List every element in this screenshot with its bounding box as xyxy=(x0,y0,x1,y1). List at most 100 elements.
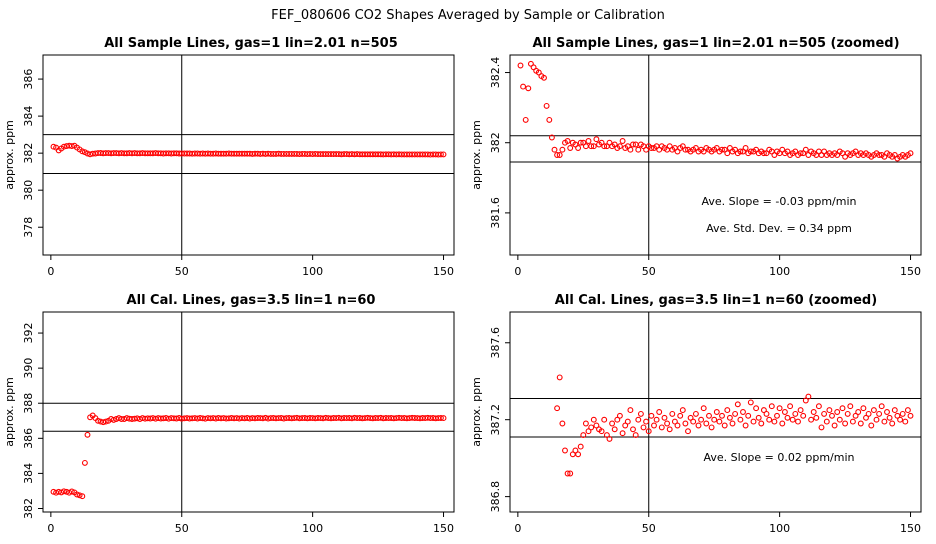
y-tick-label: 382.4 xyxy=(489,57,502,89)
data-point xyxy=(747,399,754,406)
data-point xyxy=(598,428,605,435)
data-point xyxy=(102,418,109,425)
data-point xyxy=(556,152,563,158)
x-tick-label: 150 xyxy=(900,522,921,535)
data-point xyxy=(703,420,710,427)
plot-area: 0 50 100 150 381.6 382 382.4 xyxy=(489,54,922,278)
data-point xyxy=(724,407,731,414)
data-point xyxy=(118,416,125,422)
data-point xyxy=(50,143,57,150)
data-point xyxy=(690,418,697,425)
data-point xyxy=(556,374,563,381)
data-point xyxy=(789,416,796,423)
data-series xyxy=(50,142,447,158)
panel-title: All Sample Lines, gas=1 lin=2.01 n=505 xyxy=(104,36,398,51)
data-point xyxy=(564,138,571,144)
x-tick-label: 0 xyxy=(47,522,54,535)
data-point xyxy=(839,405,846,412)
data-point xyxy=(740,409,746,415)
data-point xyxy=(95,417,101,424)
y-tick-label: 384 xyxy=(22,106,35,127)
data-point xyxy=(865,410,872,417)
data-point xyxy=(844,410,851,417)
data-point xyxy=(781,409,788,415)
data-point xyxy=(76,492,83,499)
data-point xyxy=(870,407,877,414)
data-point xyxy=(876,410,883,417)
data-point xyxy=(677,412,684,419)
data-point xyxy=(808,416,815,423)
data-point xyxy=(611,426,618,433)
data-point xyxy=(666,426,673,433)
data-point xyxy=(648,145,655,151)
y-tick-label: 392 xyxy=(22,323,35,344)
data-point xyxy=(68,143,75,150)
data-point xyxy=(692,410,699,417)
data-point xyxy=(821,410,828,417)
data-point xyxy=(87,151,94,158)
data-point xyxy=(541,74,547,81)
annotation-std-dev: Ave. Std. Dev. = 0.34 ppm xyxy=(706,222,852,235)
data-point xyxy=(79,148,86,155)
data-point xyxy=(577,139,584,146)
data-point xyxy=(593,136,600,143)
y-tick-label: 386.8 xyxy=(489,481,502,512)
data-point xyxy=(674,422,681,429)
data-point xyxy=(585,138,592,144)
x-tick-label: 50 xyxy=(642,522,656,535)
x-tick-label: 0 xyxy=(47,265,54,278)
x-tick-label: 150 xyxy=(433,522,454,535)
panel-cal-lines-zoomed: All Cal. Lines, gas=3.5 lin=1 n=60 (zoom… xyxy=(470,293,922,535)
y-tick-label: 390 xyxy=(22,358,35,379)
data-point xyxy=(575,451,582,458)
data-point xyxy=(651,422,657,429)
annotation-slope: Ave. Slope = 0.02 ppm/min xyxy=(704,451,855,464)
data-point xyxy=(907,150,914,157)
data-point xyxy=(878,403,885,410)
data-point xyxy=(559,146,566,153)
data-point xyxy=(562,447,568,454)
data-point xyxy=(554,405,561,412)
data-point xyxy=(68,488,75,495)
data-point xyxy=(907,412,914,419)
y-tick-label: 382 xyxy=(489,132,502,153)
data-point xyxy=(745,412,752,419)
data-point xyxy=(84,431,91,438)
data-point xyxy=(876,152,883,158)
data-point xyxy=(640,424,647,431)
data-point xyxy=(115,415,122,422)
data-point xyxy=(763,410,770,417)
panel-cal-lines: All Cal. Lines, gas=3.5 lin=1 n=60 appro… xyxy=(3,293,455,535)
data-point xyxy=(860,405,867,412)
data-point xyxy=(440,151,447,158)
data-point xyxy=(627,407,634,414)
data-point xyxy=(805,393,812,400)
plot-area: 0 50 100 150 382 384 386 388 390 392 xyxy=(22,311,455,535)
data-point xyxy=(616,143,623,150)
data-point xyxy=(787,403,794,410)
data-point xyxy=(802,146,809,153)
data-point xyxy=(616,412,623,419)
panel-title: All Cal. Lines, gas=3.5 lin=1 n=60 (zoom… xyxy=(555,293,877,308)
data-point xyxy=(567,470,574,477)
x-tick-label: 50 xyxy=(642,265,656,278)
data-point xyxy=(776,405,783,412)
data-point xyxy=(847,403,854,410)
data-point xyxy=(635,146,642,153)
data-point xyxy=(719,412,725,419)
data-point xyxy=(881,418,888,425)
x-tick-label: 150 xyxy=(433,265,454,278)
data-point xyxy=(653,416,660,423)
data-point xyxy=(669,410,676,417)
y-tick-label: 386 xyxy=(22,69,35,90)
data-point xyxy=(588,143,595,150)
data-point xyxy=(582,420,589,427)
data-point xyxy=(593,422,600,429)
data-point xyxy=(758,420,765,427)
data-point xyxy=(726,414,733,421)
y-tick-label: 384 xyxy=(22,463,35,484)
panel-sample-lines: All Sample Lines, gas=1 lin=2.01 n=505 a… xyxy=(3,36,455,278)
data-point xyxy=(711,416,718,423)
data-point xyxy=(842,420,849,427)
data-point xyxy=(802,397,809,404)
